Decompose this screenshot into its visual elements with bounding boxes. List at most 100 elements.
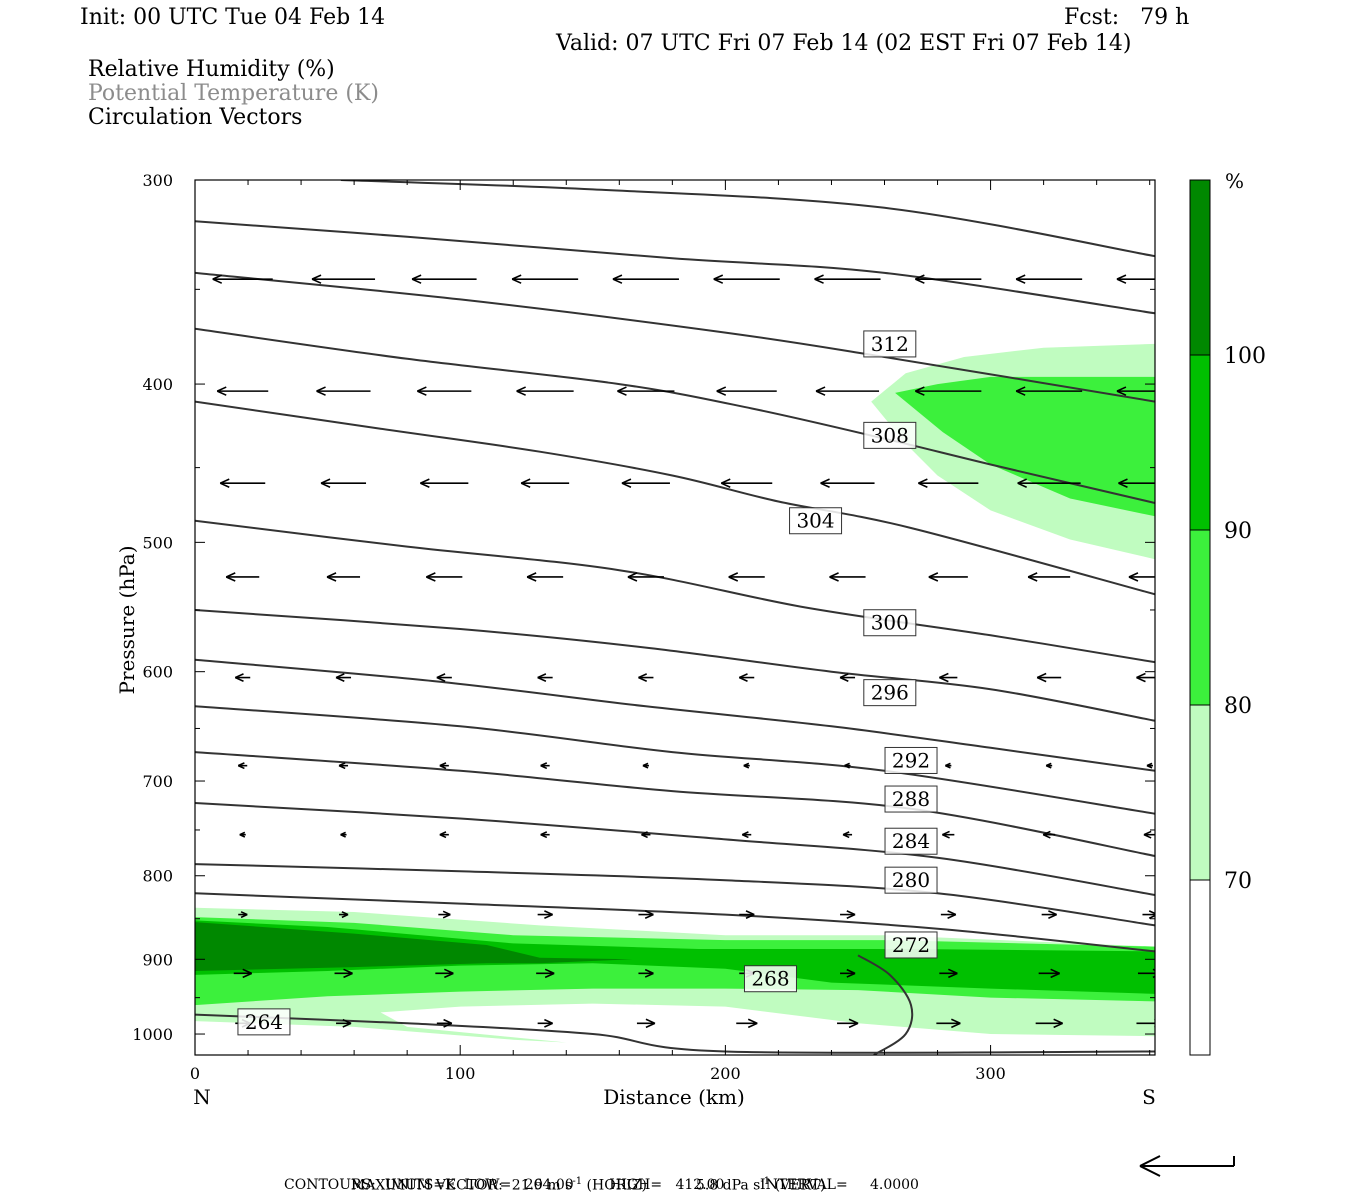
- contour-label-280: 280: [884, 866, 938, 894]
- circulation-vector: [526, 572, 564, 582]
- rh-region-80-upper-right: [895, 376, 1155, 517]
- contour-label-box: [743, 965, 797, 993]
- rh-region-90-lower: [195, 920, 1155, 994]
- circulation-vector: [311, 274, 376, 284]
- vector-head: [627, 572, 638, 582]
- circulation-vector: [336, 1018, 352, 1028]
- circulation-vector: [219, 478, 266, 488]
- vert-exponent: -1: [760, 1176, 771, 1187]
- circulation-vector: [216, 386, 269, 396]
- contour-label-300: 300: [863, 609, 917, 637]
- vector-head: [237, 762, 245, 770]
- colorbar-label: 80: [1224, 694, 1252, 719]
- circulation-vector: [536, 968, 555, 979]
- vector-head: [747, 1018, 758, 1029]
- contour-label-box: [863, 609, 917, 637]
- vector-head: [444, 968, 454, 979]
- theta-contour-312: [195, 220, 1155, 315]
- vector-head: [942, 830, 950, 839]
- contour-label-box: [863, 330, 917, 358]
- vector-head: [951, 1018, 961, 1029]
- circulation-vector: [720, 478, 773, 488]
- legend-relative-humidity: Relative Humidity (%): [88, 57, 335, 82]
- vector-head: [612, 274, 623, 284]
- colorbar-unit: %: [1225, 169, 1244, 193]
- vector-head: [544, 910, 553, 920]
- x-tick-label: 300: [975, 1064, 1006, 1083]
- circulation-vector: [839, 673, 856, 683]
- circulation-vector: [728, 572, 765, 582]
- circulation-vector: [426, 572, 463, 582]
- vector-head: [1154, 1018, 1155, 1029]
- colorbar-band: [1190, 180, 1210, 355]
- contour-label-312: 312: [863, 330, 917, 358]
- vector-head: [820, 478, 830, 488]
- vector-head: [1146, 762, 1153, 769]
- horiz-unit: (HORIZ): [586, 1177, 647, 1194]
- vector-head: [540, 762, 548, 770]
- circulation-vector: [439, 831, 449, 839]
- vector-head: [1036, 672, 1047, 683]
- vector-head: [948, 968, 958, 979]
- circulation-vector: [837, 1018, 859, 1029]
- vector-head: [814, 274, 824, 284]
- vector-head: [225, 572, 236, 582]
- circulation-vector: [820, 478, 875, 488]
- circulation-vector: [1015, 386, 1083, 396]
- vector-head: [1143, 830, 1152, 839]
- vector-head: [915, 386, 925, 396]
- contours-summary: CONTOURS: UNITS=K LOW= 264.00 HIGH= 412.…: [284, 1177, 919, 1193]
- vector-head: [848, 1018, 859, 1029]
- vector-head: [1027, 572, 1038, 582]
- vector-head: [1045, 762, 1052, 769]
- theta-contour-284: [195, 705, 1155, 815]
- vector-head: [1053, 1018, 1063, 1029]
- y-tick-label: 700: [142, 772, 173, 791]
- circulation-vector: [1136, 672, 1155, 683]
- y-tick-label: 1000: [132, 1025, 173, 1044]
- circulation-vector: [438, 910, 451, 919]
- vector-head: [439, 762, 447, 770]
- vector-head: [544, 968, 555, 979]
- vector-head: [420, 478, 430, 488]
- vector-head: [426, 572, 436, 582]
- circulation-vector: [338, 762, 349, 770]
- vector-head: [242, 968, 253, 979]
- legend-potential-temperature: Potential Temperature (K): [88, 81, 379, 106]
- y-tick-label: 800: [142, 867, 173, 886]
- y-tick-label: 300: [142, 171, 173, 190]
- vector-head: [341, 911, 349, 919]
- circulation-vector: [738, 673, 755, 683]
- forecast-hour: Fcst: 79 h: [1064, 5, 1190, 30]
- contour-label-text: 280: [892, 868, 930, 892]
- circulation-vector: [928, 572, 968, 582]
- theta-contour-296: [195, 519, 1155, 664]
- vector-head: [520, 478, 531, 488]
- circulation-vector: [713, 274, 780, 284]
- vector-head: [644, 910, 654, 920]
- x-tick-label: 100: [445, 1064, 476, 1083]
- vector-head: [846, 968, 856, 978]
- theta-contour-268-fold: [857, 954, 914, 1055]
- circulation-vector: [1045, 762, 1053, 769]
- circulation-vector: [842, 831, 853, 839]
- y-tick-label: 500: [142, 533, 173, 552]
- circulation-vector: [642, 762, 649, 769]
- circulation-vector: [641, 831, 651, 839]
- contour-label-text: 288: [892, 787, 930, 811]
- x-tick-label: 200: [710, 1064, 741, 1083]
- vector-head: [320, 478, 331, 488]
- circulation-vector: [435, 968, 454, 979]
- circulation-vector: [638, 968, 654, 978]
- colorbar-band: [1190, 705, 1210, 880]
- circulation-vector: [939, 968, 958, 979]
- circulation-vector: [540, 762, 550, 770]
- vector-head: [939, 672, 949, 683]
- circulation-vector: [537, 910, 553, 920]
- vector-head: [1118, 478, 1128, 488]
- contour-label-264: 264: [237, 1008, 291, 1036]
- vector-head: [815, 386, 826, 396]
- circulation-vector: [915, 274, 982, 284]
- circulation-vector: [436, 673, 452, 683]
- colorbar-label: 70: [1224, 869, 1252, 894]
